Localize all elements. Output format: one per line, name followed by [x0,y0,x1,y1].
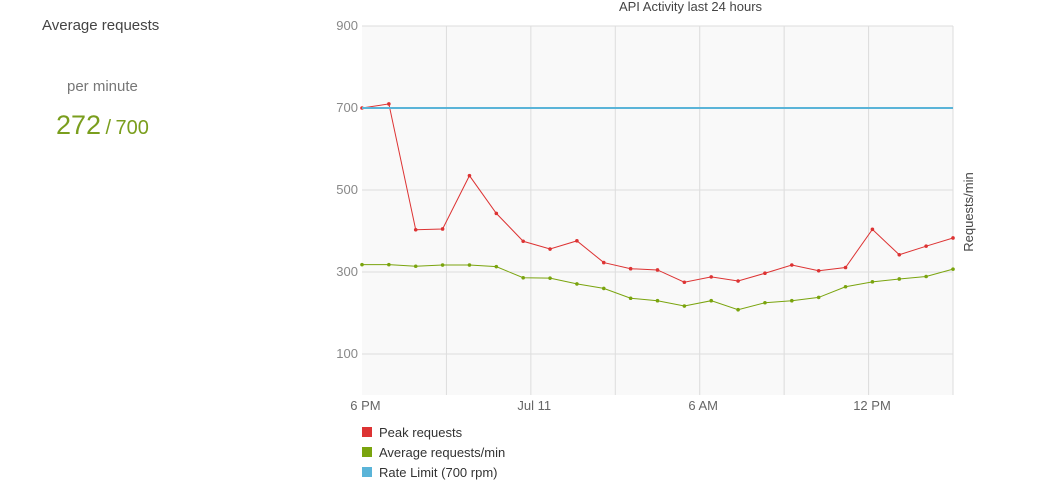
data-point [736,307,740,312]
legend-label: Peak requests [379,424,463,440]
data-point [521,239,525,244]
data-point [601,260,606,265]
data-point [387,262,391,267]
data-point [575,282,579,286]
data-point [548,247,552,251]
data-point [387,102,391,106]
data-point [628,266,633,271]
chart-title: API Activity last 24 hours [619,0,763,14]
stat-title: Average requests [42,17,160,34]
data-point [467,173,472,178]
data-point [413,264,418,269]
average-requests-panel: Average requests per minute 272 / 700 [0,0,300,200]
y-axis-label: Requests/min [961,172,976,251]
data-point [682,280,687,285]
y-tick-label: 300 [336,264,358,279]
data-point [440,263,445,267]
y-tick-label: 700 [336,100,358,115]
data-point [843,284,848,289]
stat-subtitle: per minute [67,78,138,95]
data-point [521,275,525,280]
data-point [682,304,687,308]
data-point [790,263,794,267]
data-point [843,265,848,270]
data-point [628,296,633,301]
y-tick-label: 900 [336,18,358,33]
data-point [655,268,660,272]
data-point [440,227,445,231]
legend-swatch [362,467,372,477]
data-point [816,295,821,300]
data-point [655,298,660,303]
data-point [951,236,955,240]
y-tick-label: 100 [336,346,358,361]
data-point [870,280,875,284]
data-point [790,298,794,303]
data-point [816,268,821,273]
x-tick-label: Jul 11 [517,398,551,413]
stat-value: 272 / 700 [56,110,149,141]
data-point [763,271,767,276]
data-point [548,276,552,280]
data-point [360,262,364,267]
data-point [494,211,499,216]
data-point [601,286,606,291]
data-point [494,264,499,269]
x-tick-label: 6 PM [350,398,380,413]
y-tick-label: 500 [336,182,358,197]
legend-swatch [362,447,372,457]
data-point [870,227,875,232]
legend-swatch [362,427,372,437]
chart-legend: Peak requests Average requests/min Rate Li… [362,422,505,482]
legend-label: Rate Limit (700 rpm) [379,464,498,480]
stat-current-value: 272 [56,110,102,140]
data-point [709,275,714,279]
data-point [924,274,928,279]
legend-item[interactable]: Peak requests [362,422,505,442]
legend-item[interactable]: Average requests/min [362,442,505,462]
data-point [897,277,902,281]
plot-area [362,26,953,395]
legend-item[interactable]: Rate Limit (700 rpm) [362,462,505,482]
data-point [951,267,955,271]
x-tick-label: 12 PM [853,398,891,413]
data-point [709,298,714,303]
data-point [736,279,740,283]
stat-separator: / [105,117,112,139]
legend-label: Average requests/min [379,444,506,460]
data-point [413,227,418,232]
data-point [924,244,928,248]
stat-max-value: 700 [115,117,149,139]
data-point [467,263,472,267]
data-point [575,239,579,243]
x-tick-label: 6 AM [688,398,718,413]
data-point [763,300,767,305]
data-point [897,252,902,257]
